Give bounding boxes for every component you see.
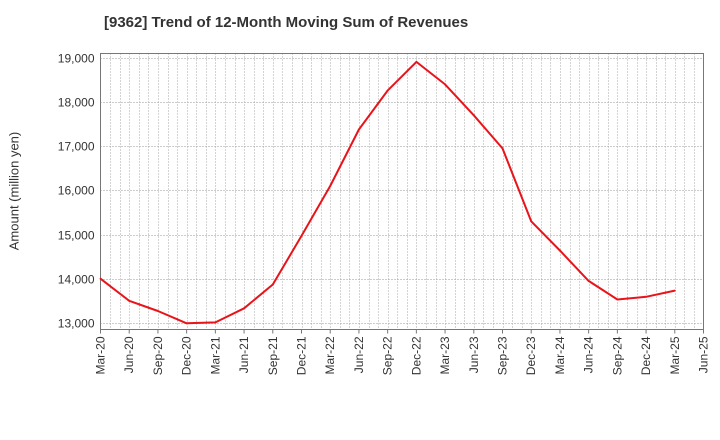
x-tick-label: Jun-20	[122, 336, 136, 373]
data-point	[472, 114, 475, 117]
x-tick-label: Dec-21	[295, 336, 309, 375]
data-point	[99, 277, 102, 280]
data-point	[386, 89, 389, 92]
y-tick-label: 13,000	[58, 317, 95, 331]
x-tick-label: Jun-24	[582, 336, 596, 373]
data-point	[358, 128, 360, 131]
x-tick-label: Mar-21	[208, 336, 222, 374]
y-tick-label: 17,000	[58, 140, 95, 154]
data-point	[185, 322, 188, 325]
x-tick-label: Mar-22	[323, 336, 337, 374]
data-point	[444, 83, 446, 86]
x-tick-label: Jun-22	[352, 336, 366, 373]
y-axis-ticks: 13,000 14,000 15,000 16,000 17,000 18,000 19,0…	[58, 52, 95, 331]
chart-title: [9362] Trend of 12-Month Moving Sum of R…	[104, 14, 469, 31]
x-tick-label: Dec-22	[409, 336, 423, 375]
series-layer	[99, 60, 676, 325]
data-point	[645, 295, 647, 298]
data-point	[616, 298, 619, 301]
x-tick-label: Mar-20	[94, 336, 108, 374]
data-point	[415, 61, 418, 63]
x-tick-label: Sep-23	[496, 336, 510, 375]
x-tick-label: Jun-23	[467, 336, 481, 373]
data-point	[501, 147, 504, 150]
x-tick-label: Sep-22	[381, 336, 395, 375]
data-point	[587, 280, 590, 282]
data-point	[300, 235, 303, 237]
data-point	[271, 283, 274, 286]
x-tick-label: Mar-23	[438, 336, 452, 374]
grid-lines	[100, 53, 704, 330]
x-tick-label: Sep-20	[151, 336, 165, 375]
x-tick-label: Dec-23	[524, 336, 538, 375]
x-tick-label: Mar-25	[668, 336, 682, 374]
x-tick-label: Mar-24	[553, 336, 567, 374]
data-point	[329, 185, 332, 187]
series-line	[99, 60, 676, 325]
data-point	[559, 249, 561, 252]
y-tick-label: 19,000	[58, 52, 95, 66]
y-tick-label: 16,000	[58, 184, 95, 198]
x-tick-label: Sep-21	[266, 336, 280, 375]
x-tick-label: Jun-25	[697, 336, 711, 373]
y-tick-label: 14,000	[58, 273, 95, 287]
data-point	[157, 310, 159, 312]
data-point	[673, 289, 676, 292]
y-tick-label: 18,000	[58, 96, 95, 110]
x-tick-label: Sep-24	[610, 336, 624, 375]
x-axis-ticks: Mar-20 Jun-20 Sep-20 Dec-20 Mar-21 Jun-21 Sep-…	[94, 329, 711, 375]
data-point	[214, 321, 217, 324]
plot-frame	[100, 53, 704, 330]
x-tick-label: Jun-21	[237, 336, 251, 373]
x-tick-label: Dec-20	[180, 336, 194, 375]
x-tick-label: Dec-24	[639, 336, 653, 375]
data-point	[128, 299, 131, 302]
data-point	[243, 307, 246, 310]
data-point	[530, 220, 533, 223]
y-tick-label: 15,000	[58, 229, 95, 243]
